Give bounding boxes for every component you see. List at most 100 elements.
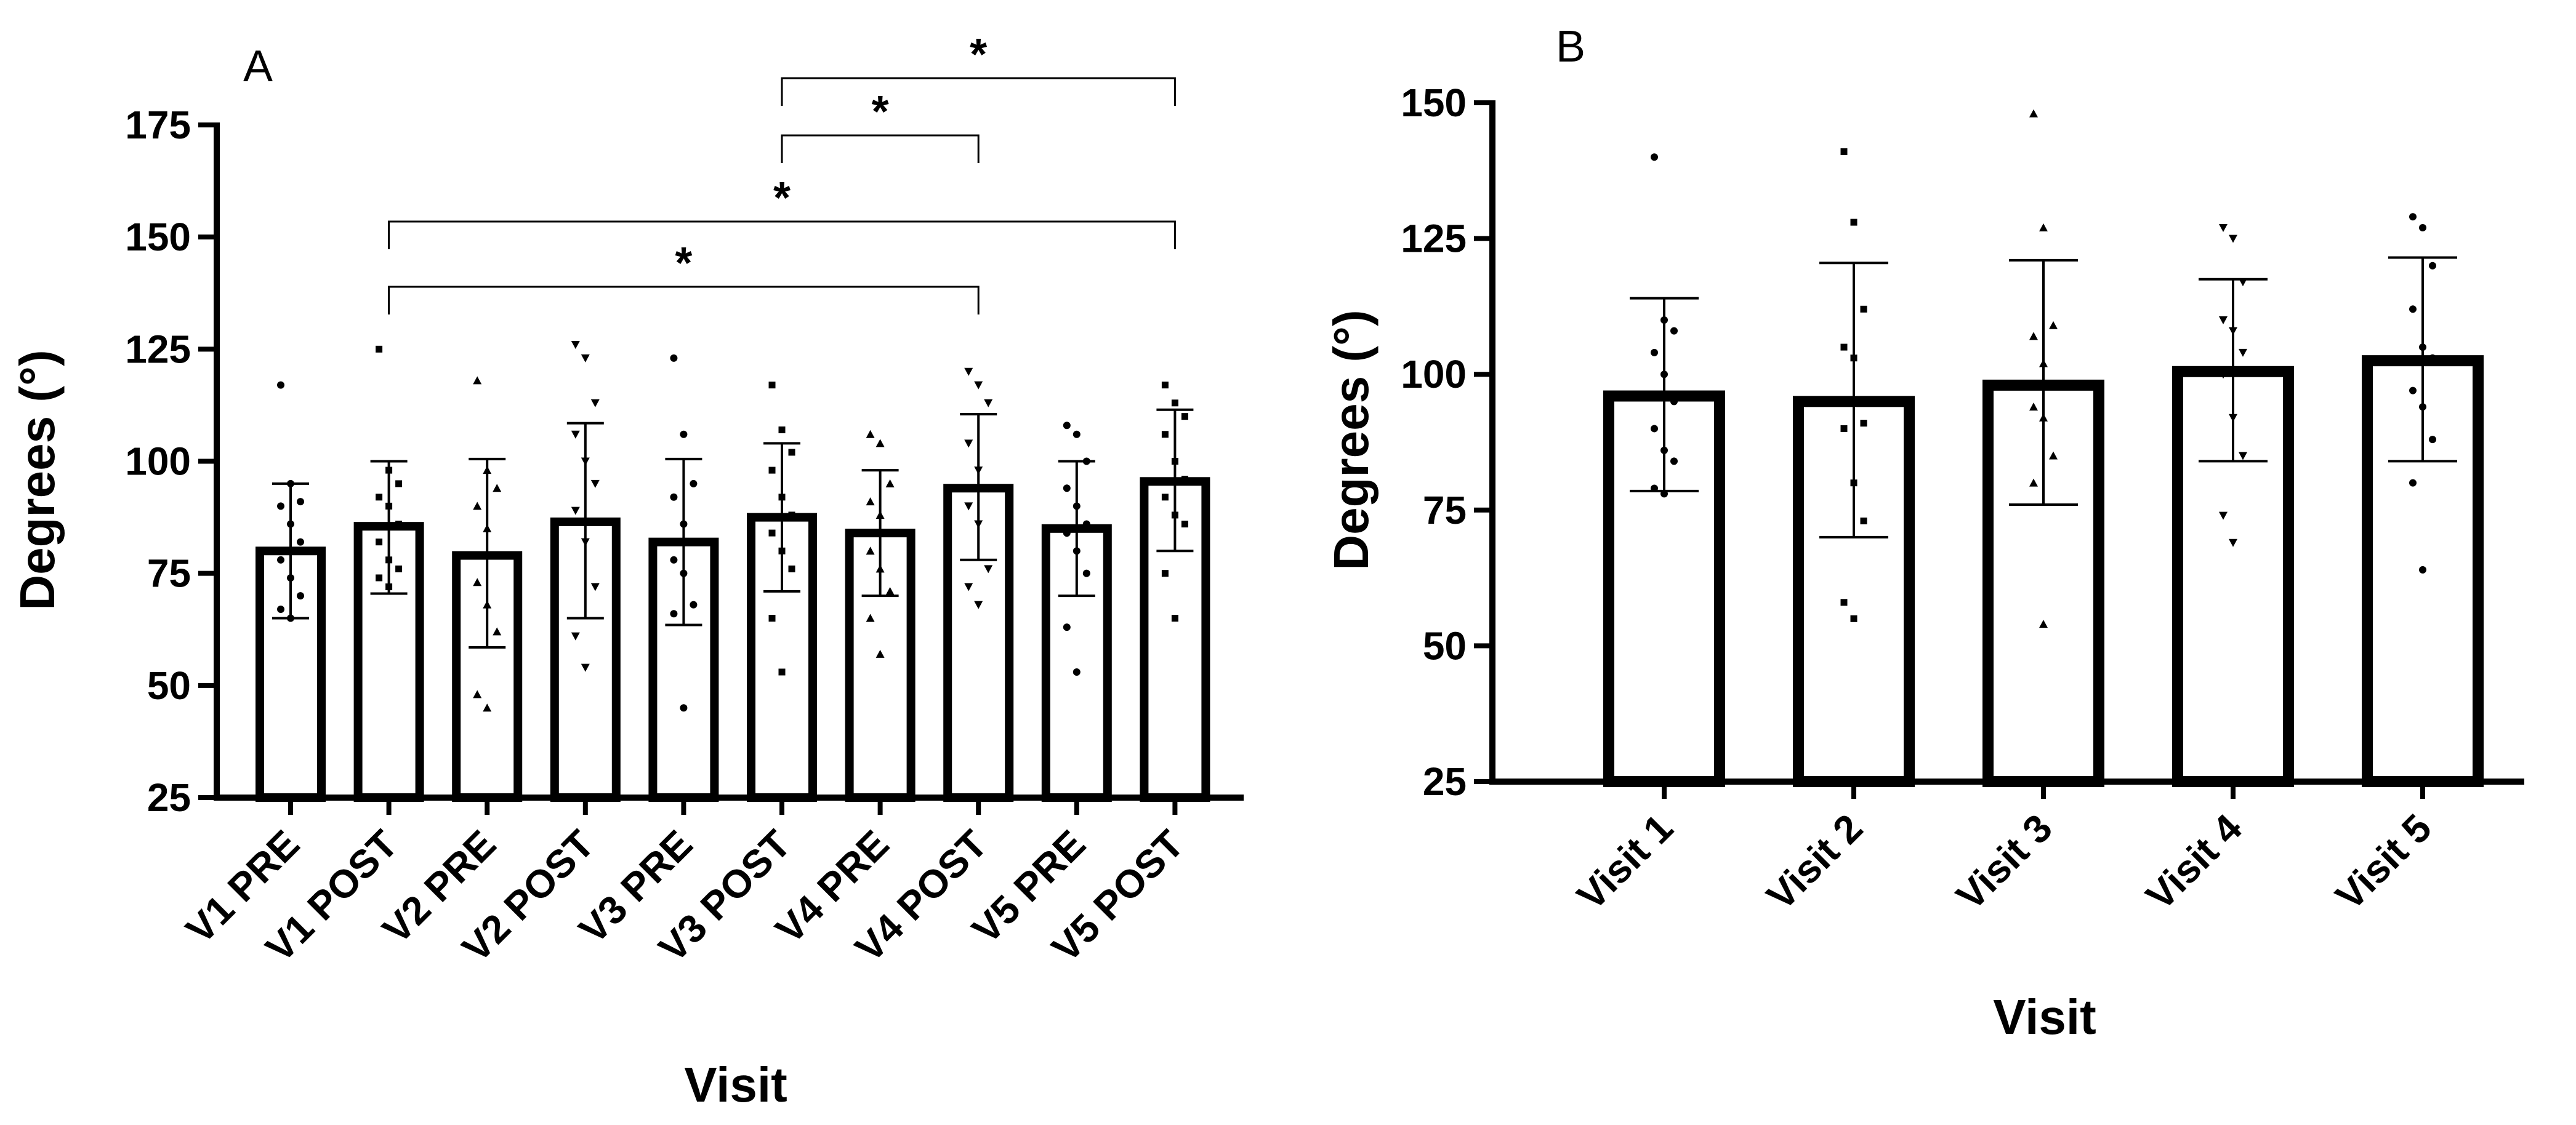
panel-a-data-point <box>581 457 590 466</box>
panel-b: B Degrees (°) Visit 25 50 75 100 125 150 Visit… <box>1324 22 2524 1044</box>
panel-b-data-point <box>1860 420 1867 427</box>
panel-a-data-point <box>768 466 776 474</box>
panel-a-data-point <box>885 529 895 537</box>
panel-a-data-point <box>1082 457 1090 465</box>
panel-a-data-point <box>571 341 580 350</box>
panel-a-data-point <box>1073 430 1081 438</box>
panel-b-data-point <box>2419 223 2426 231</box>
panel-a-data-point <box>1063 529 1071 537</box>
panel-a-data-point <box>395 565 403 572</box>
panel-b-data-point <box>2029 109 2038 118</box>
panel-a-data-point <box>483 466 492 474</box>
panel-b-data-point <box>1651 348 1658 356</box>
panel-b-data-point <box>1660 490 1668 498</box>
panel-a-data-point <box>974 520 983 529</box>
panel-a-data-point <box>875 439 885 447</box>
panel-a-x-axis-title: Visit <box>684 1057 787 1112</box>
panel-b-data-point <box>2409 305 2417 313</box>
panel-a-data-point <box>493 484 502 492</box>
panel-a-data-point <box>581 354 590 362</box>
panel-b-data-point <box>1840 599 1848 606</box>
panel-a-data-point <box>1181 476 1188 483</box>
panel-a-y-tick-label: 125 <box>125 327 191 371</box>
panel-a-data-point <box>788 449 795 456</box>
panel-a-data-point <box>1161 382 1169 389</box>
panel-a-data-point <box>964 367 973 376</box>
panel-a-data-point <box>581 538 590 546</box>
panel-a-data-point <box>680 520 688 528</box>
panel-a-data-point <box>1161 431 1169 438</box>
panel-a-data-point <box>581 663 590 672</box>
panel-b-data-point <box>2409 213 2417 221</box>
panel-a-significance-bracket <box>781 134 980 163</box>
panel-b-data-point <box>2239 278 2247 287</box>
panel-b-x-tick-label: Visit 5 <box>2327 806 2439 918</box>
panel-a-data-point <box>287 479 294 487</box>
panel-a-data-point <box>690 538 698 546</box>
panel-b-y-tick-label: 100 <box>1401 352 1467 396</box>
panel-a-y-tick-label: 175 <box>125 103 191 147</box>
panel-b-data-point <box>2029 402 2038 411</box>
panel-a-data-point <box>297 498 304 506</box>
panel-a-data-point <box>964 502 973 511</box>
panel-a-data-point <box>778 426 786 433</box>
panel-a-data-point <box>473 690 482 699</box>
panel-a-data-point <box>1082 569 1090 577</box>
panel-b-data-point <box>1660 370 1668 378</box>
panel-a-data-point <box>974 381 983 390</box>
panel-a-data-point <box>1171 458 1178 465</box>
panel-a-data-point <box>571 632 580 641</box>
panel-b-label: B <box>1556 22 1585 71</box>
panel-b-data-point <box>2419 566 2426 574</box>
panel-a-data-point <box>493 627 502 636</box>
panel-a-data-point <box>680 704 688 712</box>
panel-a-data-point <box>590 583 600 591</box>
panel-b-data-point <box>1651 153 1658 161</box>
panel-b-data-point <box>2419 403 2426 411</box>
panel-b-data-point <box>2039 359 2048 367</box>
panel-a-y-tick-label: 50 <box>147 663 191 708</box>
panel-a-data-point <box>1161 570 1169 577</box>
panel-b-data-point <box>1850 218 1858 226</box>
panel-b-data-point <box>2239 348 2247 357</box>
panel-a-data-point <box>376 494 383 501</box>
panel-b-data-point <box>1670 327 1678 335</box>
panel-a-data-point <box>1171 399 1178 407</box>
panel-b-data-point <box>1660 446 1668 454</box>
panel-b-data-point <box>2409 479 2417 487</box>
panel-a-data-point <box>385 556 393 564</box>
panel-b-data-point <box>1651 425 1658 433</box>
panel-a-data-point <box>768 529 776 537</box>
panel-b-data-point <box>1670 457 1678 465</box>
panel-b-data-point <box>2039 413 2048 422</box>
panel-a-data-point <box>778 547 786 554</box>
panel-b-data-point <box>1840 425 1848 432</box>
panel-b-data-point <box>2029 332 2038 340</box>
panel-b-data-point <box>2049 321 2058 329</box>
panel-a-data-point <box>473 578 482 587</box>
panel-b-x-tick-label: Visit 1 <box>1568 806 1681 918</box>
panel-a-data-point <box>885 479 895 487</box>
panel-a-data-point <box>277 605 284 613</box>
panel-a-data-point <box>297 592 304 600</box>
panel-b-data-point <box>1840 343 1848 351</box>
panel-a-data-point <box>385 583 393 591</box>
panel-a-data-point <box>395 521 403 528</box>
panel-a-data-point <box>768 382 776 389</box>
panel-a-data-point <box>1161 494 1169 501</box>
panel-a-data-point <box>385 502 393 510</box>
panel-a-y-tick-label: 25 <box>147 775 191 820</box>
panel-b-data-point <box>2229 414 2237 422</box>
panel-a-data-point <box>287 574 294 582</box>
panel-a-data-point <box>690 601 698 609</box>
panel-a-data-point <box>571 430 580 439</box>
panel-a-significance-bracket <box>388 220 1176 249</box>
panel-a-data-point <box>866 614 875 622</box>
panel-b-x-tick-label: Visit 4 <box>2137 806 2250 919</box>
panel-a-significance-bracket <box>781 77 1176 106</box>
panel-b-data-point <box>1860 305 1867 313</box>
panel-a-label: A <box>243 42 273 91</box>
panel-a-data-point <box>984 565 993 574</box>
panel-b-data-point <box>2429 436 2436 444</box>
